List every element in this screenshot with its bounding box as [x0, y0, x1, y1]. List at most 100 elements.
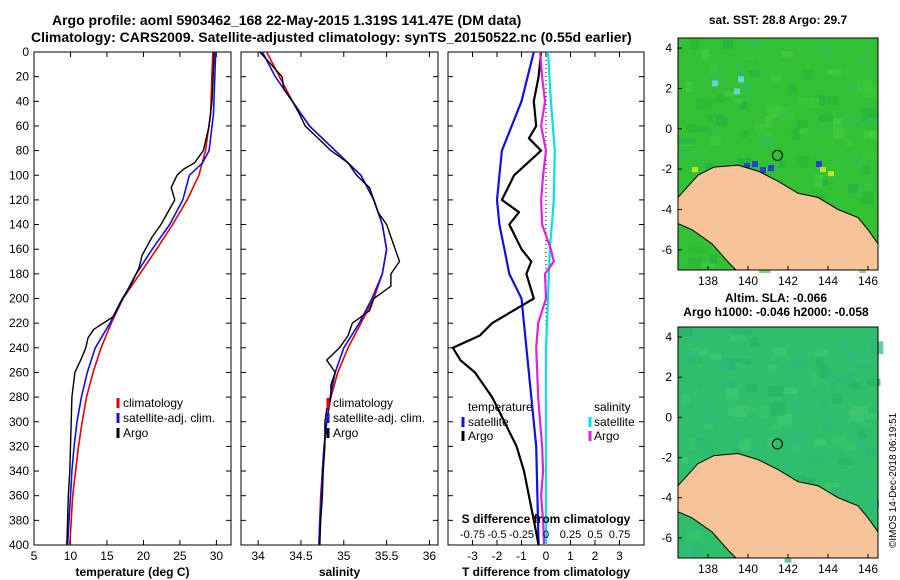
depth-tick-label: 300 [9, 415, 29, 429]
map-sst-texture [787, 84, 797, 95]
difference-legend-title-right: salinity [594, 400, 631, 414]
map-sst-texture [779, 110, 791, 119]
sst-cool-patch [738, 76, 744, 83]
map-sla-texture [734, 361, 743, 369]
map-sla-texture [717, 364, 724, 371]
temperature-xtick-label: 30 [210, 549, 224, 563]
sst-cool-patch [752, 161, 758, 168]
difference-xtick-label: -3 [467, 549, 478, 563]
map-sst-texture [867, 118, 879, 124]
map-sla-texture [719, 381, 734, 389]
map-sst-texture [678, 137, 695, 145]
map-sst-texture [802, 68, 814, 80]
map-sla-texture [819, 366, 827, 377]
difference-salinity-tick-label: 0 [543, 529, 549, 541]
map-sst-texture [854, 160, 862, 168]
map-sst-texture [826, 69, 842, 76]
salinity-legend-label: Argo [333, 426, 359, 440]
map-sla-ytick-label: 2 [665, 370, 672, 384]
map-sst-texture [747, 39, 760, 51]
map-sst-texture [818, 95, 826, 106]
map-sla-texture [837, 339, 849, 348]
map-sla-xtick-label: 142 [778, 562, 798, 576]
map-sla-texture [832, 393, 842, 404]
map-sst-texture [833, 126, 845, 140]
temperature-series-argo [66, 51, 215, 546]
map-sst-ytick-label: 4 [665, 41, 672, 55]
sst-cool-patch [816, 161, 822, 168]
map-sla-texture [685, 544, 695, 557]
map-sst-texture [708, 62, 718, 74]
map-sla-texture [865, 413, 879, 420]
map-sla-texture [820, 399, 829, 407]
map-sst-texture [710, 131, 724, 137]
difference-salinity-tick-label: 0.25 [560, 529, 581, 541]
difference-salinity-tick-label: -0.25 [509, 529, 534, 541]
difference-xtick-label: 3 [616, 549, 623, 563]
difference-xtick-label: 0 [543, 549, 550, 563]
sst-cool-patch [744, 163, 750, 170]
sst-warm-patch [828, 171, 834, 177]
map-sla-texture [684, 350, 700, 362]
map-sla-texture [701, 397, 709, 410]
map-sla-texture [810, 455, 823, 464]
map-sst-panel [677, 37, 879, 274]
map-sst-texture [735, 64, 745, 78]
depth-tick-label: 320 [9, 439, 29, 453]
salinity-legend-label: satellite-adj. clim. [333, 411, 425, 425]
map-sst-texture [722, 39, 733, 49]
depth-tick-label: 240 [9, 341, 29, 355]
depth-tick-label: 120 [9, 193, 29, 207]
map-sla-texture [745, 383, 758, 393]
map-sla-texture [831, 487, 842, 496]
temperature-xtick-label: 20 [137, 549, 151, 563]
map-sst-texture [696, 97, 713, 110]
map-sst-ytick-label: -6 [661, 243, 672, 257]
difference-xtick-label: 2 [592, 549, 599, 563]
temperature-axes-box [33, 51, 232, 546]
sst-cool-patch [768, 165, 774, 172]
map-sla-texture [732, 431, 741, 444]
map-sst-ytick-label: -4 [661, 202, 672, 216]
map-sla-texture [811, 373, 819, 386]
map-sst-ytick-label: 0 [665, 122, 672, 136]
map-sst-texture [700, 49, 710, 60]
map-sst-texture [778, 159, 786, 168]
map-sla-texture [768, 386, 783, 397]
temperature-xlabel: temperature (deg C) [75, 565, 189, 579]
map-sst-xtick-label: 142 [778, 274, 798, 288]
map-sst-texture [716, 93, 726, 103]
map-sst-texture [839, 115, 853, 128]
temperature-xtick-label: 25 [173, 549, 187, 563]
map-sst-texture [758, 130, 773, 138]
map-sst-texture [708, 135, 722, 146]
depth-tick-label: 140 [9, 218, 29, 232]
difference-salinity-tick-label: 0.75 [609, 529, 630, 541]
depth-tick-label: 220 [9, 316, 29, 330]
map-sla-texture [704, 424, 713, 430]
map-sla-texture [794, 432, 810, 442]
difference-legend-label-right: satellite [594, 415, 635, 429]
map-sst-texture [758, 138, 773, 148]
map-sst-xtick-label: 146 [858, 274, 878, 288]
salinity-xtick-label: 34.5 [289, 549, 313, 563]
map-sla-argo-marker [771, 438, 783, 450]
depth-tick-label: 380 [9, 513, 29, 527]
sst-cool-patch [734, 88, 740, 95]
temperature-legend-label: Argo [123, 426, 149, 440]
depth-tick-label: 100 [9, 168, 29, 182]
depth-tick-label: 200 [9, 292, 29, 306]
map-sla-panel [677, 326, 884, 563]
map-sst-texture [843, 138, 854, 146]
map-sst-texture [860, 191, 874, 204]
map-sst-texture [797, 96, 814, 104]
map-sst-texture [745, 55, 755, 61]
map-sla-ytick-label: -6 [661, 531, 672, 545]
map-sla-texture [741, 328, 753, 336]
salinity-axes-box [240, 51, 439, 546]
map-sst-texture [737, 157, 751, 168]
map-sla-texture [814, 439, 827, 446]
map-sla-texture [784, 387, 798, 394]
map-sst-texture [722, 91, 735, 97]
map-sla-xtick-label: 138 [698, 562, 718, 576]
